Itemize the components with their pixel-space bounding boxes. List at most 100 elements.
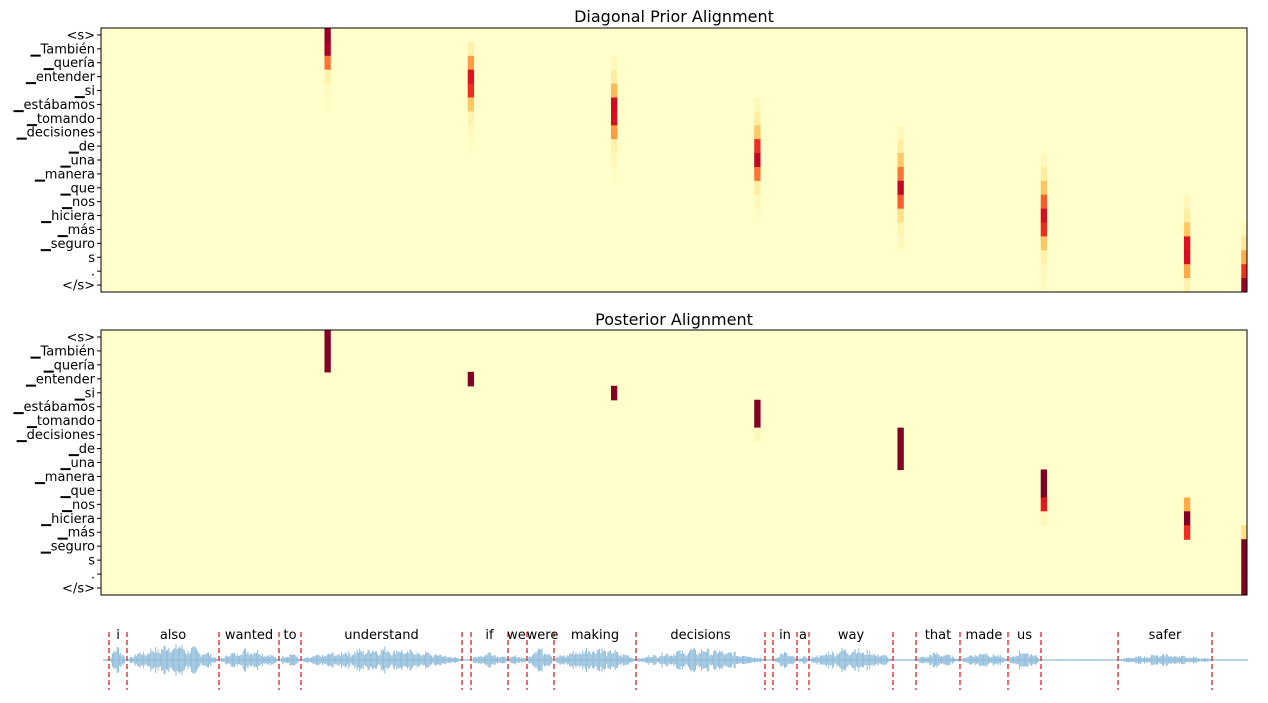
word-label: if [485, 628, 494, 643]
bottom-cell [754, 413, 761, 429]
bottom-tick-label: ▁seguro [40, 540, 95, 555]
word-label: a [799, 628, 807, 643]
word-label: making [571, 628, 619, 643]
bottom-cell [1040, 469, 1048, 485]
top-cell [1183, 194, 1191, 210]
top-tick-label: ▁más [57, 223, 96, 238]
bottom-cell [1241, 539, 1247, 554]
bottom-cell [1183, 525, 1191, 540]
bottom-tick-label: ▁decisiones [16, 428, 96, 443]
top-cell [610, 55, 618, 71]
bottom-tick-label: ▁tomando [26, 414, 95, 429]
top-cell [324, 69, 331, 85]
top-cell [467, 111, 475, 126]
bottom-panel-title: Posterior Alignment [595, 310, 753, 329]
top-cell [754, 194, 761, 210]
top-cell [754, 153, 761, 168]
bottom-cell [467, 371, 475, 387]
top-tick-label: s [88, 251, 95, 266]
bottom-cell [1241, 567, 1247, 582]
word-label: we [507, 628, 526, 643]
word-label: understand [344, 628, 418, 643]
top-cell [324, 41, 331, 57]
top-tick-label: ▁entender [25, 70, 96, 85]
top-cell [610, 125, 618, 140]
top-cell [1040, 222, 1048, 238]
bottom-cell [610, 385, 618, 401]
top-cell [467, 83, 475, 99]
bottom-tick-label: ▁nos [61, 498, 95, 513]
top-cell [1040, 166, 1048, 182]
top-cell [897, 194, 904, 210]
bottom-heatmap [101, 330, 1247, 595]
top-cell [467, 97, 475, 112]
top-cell [1241, 236, 1247, 251]
top-cell [467, 69, 475, 85]
top-cell [754, 166, 761, 182]
bottom-tick-label: <s> [66, 330, 95, 345]
top-cell [1183, 208, 1191, 224]
top-cell [897, 222, 904, 238]
top-cell [1183, 222, 1191, 238]
top-tick-label: ▁decisiones [16, 126, 96, 141]
top-cell [1040, 153, 1048, 168]
top-cell [897, 125, 904, 140]
top-cell [467, 55, 475, 71]
top-cell [897, 208, 904, 224]
bottom-cell [324, 330, 331, 345]
top-cell [610, 97, 618, 112]
word-label: i [116, 628, 120, 643]
word-boundaries [108, 632, 1213, 690]
top-cell [897, 166, 904, 182]
word-labels: i also wanted to understand if we were making dec… [116, 628, 1182, 643]
waveform-trace [103, 644, 1247, 676]
top-cell [324, 28, 331, 43]
top-cell [1040, 194, 1048, 210]
bottom-cell [754, 427, 761, 443]
top-tick-label: ▁seguro [40, 237, 95, 252]
word-label: safer [1149, 628, 1182, 643]
top-cell [754, 180, 761, 196]
top-cell [610, 153, 618, 168]
top-tick-label: </s> [62, 279, 95, 294]
bottom-tick-label: ▁entender [25, 372, 96, 387]
word-label: also [160, 628, 186, 643]
bottom-background [101, 330, 1247, 595]
top-tick-label: ▁tomando [26, 112, 95, 127]
bottom-cell [324, 343, 331, 359]
top-y-axis: <s>▁También▁quería▁entender▁si▁estábamos… [13, 28, 101, 294]
top-cell [610, 139, 618, 154]
bottom-cell [1040, 483, 1048, 498]
top-cell [1241, 278, 1247, 292]
top-cell [754, 111, 761, 126]
bottom-cell [897, 455, 904, 471]
bottom-tick-label: ▁si [74, 386, 95, 401]
word-label: that [925, 628, 951, 643]
top-tick-label: ▁que [60, 181, 96, 196]
bottom-tick-label: s [88, 554, 95, 569]
top-cell [1241, 264, 1247, 279]
top-cell [897, 153, 904, 168]
bottom-tick-label: ▁más [57, 526, 96, 541]
audio-waveform [103, 644, 1248, 676]
top-cell [1183, 236, 1191, 251]
top-cell [324, 97, 331, 112]
top-cell [1040, 236, 1048, 251]
top-tick-label: ▁de [68, 140, 95, 155]
bottom-cell [1183, 511, 1191, 526]
word-label: were [527, 628, 559, 643]
word-label: way [838, 628, 865, 643]
top-tick-label: ▁una [60, 154, 95, 169]
top-cell [1040, 208, 1048, 224]
top-tick-label: <s> [66, 28, 95, 43]
bottom-cell [324, 357, 331, 373]
top-cell [467, 41, 475, 57]
top-cell [1040, 264, 1048, 279]
top-tick-label: ▁nos [61, 195, 95, 210]
bottom-tick-label: ▁una [60, 456, 95, 471]
bottom-tick-label: ▁manera [34, 470, 95, 485]
bottom-y-axis: <s>▁También▁quería▁entender▁si▁estábamos… [13, 330, 101, 597]
bottom-cell [1241, 553, 1247, 568]
top-cell [610, 83, 618, 99]
